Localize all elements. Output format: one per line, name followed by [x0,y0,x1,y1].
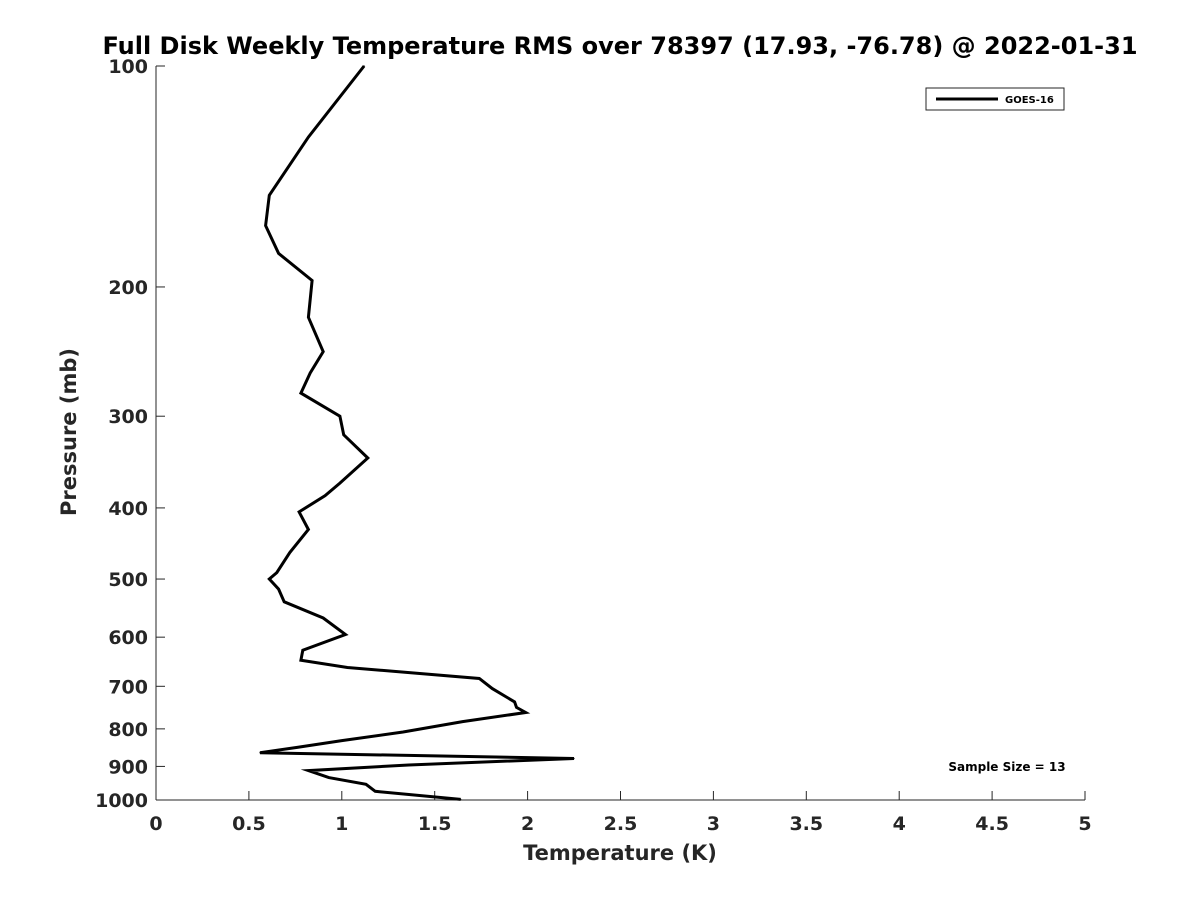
data-point [515,706,518,709]
y-tick-label: 400 [108,498,148,520]
data-point [343,434,345,436]
data-point [402,731,404,733]
data-point [374,790,376,792]
x-tick-label: 1.5 [418,813,452,835]
data-point [307,770,309,772]
data-point [268,578,270,580]
data-point [322,351,324,353]
data-point [302,649,304,651]
data-point [300,392,302,394]
data-point [339,482,341,484]
y-tick-label: 1000 [95,790,148,812]
data-point [408,764,410,766]
x-axis-label: Temperature (K) [523,841,717,865]
y-tick-label: 600 [108,627,148,649]
data-point [462,721,464,723]
data-point [573,757,575,760]
x-tick-label: 2 [521,813,534,835]
data-point [307,316,309,318]
y-tick-label: 200 [108,277,148,299]
data-point [298,511,300,513]
data-point [289,551,291,554]
data-point [278,252,280,254]
y-tick-label: 500 [108,569,148,591]
data-point [341,740,343,742]
data-point [324,495,326,497]
y-tick-label: 300 [108,406,148,428]
data-point [363,65,365,67]
y-axis-label: Pressure (mb) [57,348,81,516]
y-tick-label: 100 [108,56,148,78]
data-point [265,225,267,227]
y-axis-ticks: 100 200 300 400 500 600 700 800 900 1000 [95,56,165,812]
data-point [339,415,341,417]
data-point [514,701,516,703]
data-point [367,457,369,459]
series-layer [259,65,575,801]
data-point [307,136,309,138]
data-point [491,688,493,690]
data-point [268,194,270,196]
data-point [307,528,309,531]
legend-label-goes-16: GOES-16 [1005,95,1054,106]
data-point [259,752,261,754]
chart-title: Full Disk Weekly Temperature RMS over 78… [102,32,1137,60]
y-tick-label: 800 [108,719,148,741]
x-tick-label: 0 [149,813,162,835]
data-point [346,666,348,669]
x-tick-label: 4 [893,813,906,835]
data-point [328,777,330,779]
y-tick-label: 700 [108,676,148,698]
x-tick-label: 5 [1078,813,1091,835]
data-point [365,783,367,785]
x-axis-ticks: 0 0.5 1 1.5 2 2.5 3 3.5 4 4.5 5 [149,791,1092,835]
x-tick-label: 4.5 [975,813,1009,835]
data-point [296,746,298,749]
data-point [322,617,324,619]
data-point [460,798,462,801]
data-point [276,572,278,574]
y-tick-label: 900 [108,756,148,778]
series-line-goes-16 [259,65,575,801]
data-point [478,677,480,680]
data-point [525,711,527,714]
sample-size-annotation: Sample Size = 13 [948,760,1065,774]
data-point [344,633,347,636]
x-tick-label: 3 [707,813,720,835]
x-tick-label: 2.5 [604,813,638,835]
data-point [278,588,280,590]
data-point [309,372,311,374]
data-point [283,601,285,603]
x-tick-label: 0.5 [232,813,266,835]
data-point [300,659,302,661]
x-tick-label: 1 [335,813,348,835]
legend: GOES-16 [925,87,1065,111]
x-tick-label: 3.5 [789,813,823,835]
data-point [311,279,313,282]
